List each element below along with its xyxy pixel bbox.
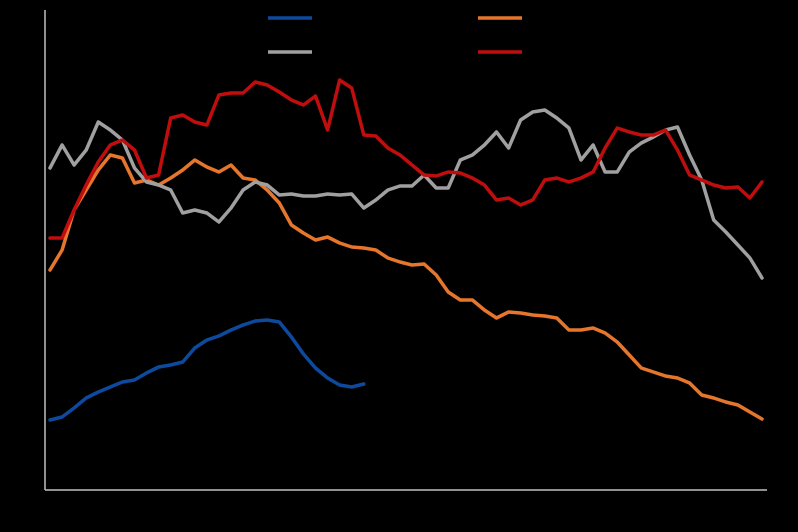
series-line [48, 153, 764, 421]
series-line [48, 318, 366, 422]
series-line [48, 78, 764, 240]
series-line [48, 108, 764, 280]
